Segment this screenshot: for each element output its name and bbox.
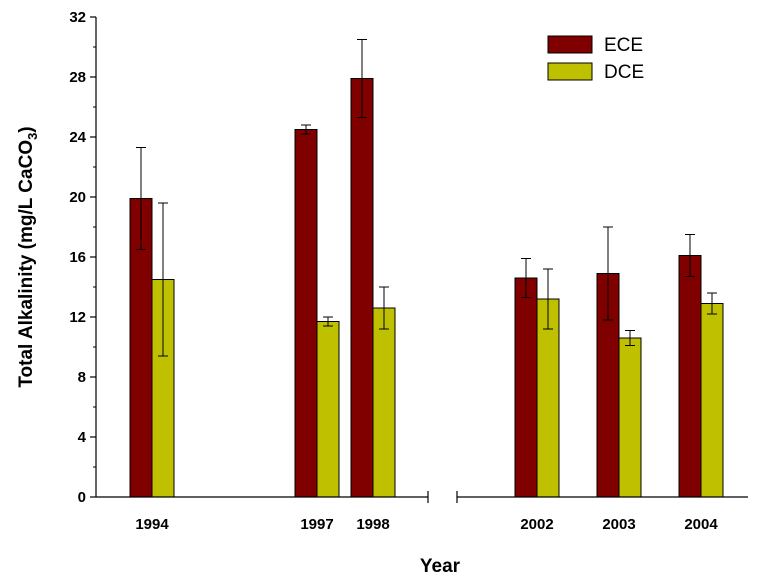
- y-tick-label-12: 12: [69, 309, 86, 326]
- error-bar-dce-1997: [323, 316, 333, 327]
- x-tick-label-2004: 2004: [684, 516, 718, 533]
- error-bar-dce-1998: [379, 286, 389, 330]
- error-bar-ece-2003: [603, 226, 613, 321]
- y-tick-label-16: 16: [69, 249, 86, 266]
- legend-swatch-dce: [547, 62, 593, 81]
- x-tick-label-2002: 2002: [520, 516, 553, 533]
- bar-ece-2004: [678, 255, 702, 498]
- bar-ece-1998: [350, 78, 374, 498]
- y-tick-label-24: 24: [69, 129, 86, 146]
- bar-ece-2002: [514, 277, 538, 498]
- error-bar-ece-2004: [685, 234, 695, 277]
- error-bar-dce-2002: [543, 268, 553, 330]
- x-axis-title: Year: [420, 556, 461, 577]
- bar-dce-2003: [618, 337, 642, 498]
- x-tick-label-2003: 2003: [602, 516, 635, 533]
- y-axis-title-subscript: 3: [25, 133, 40, 140]
- error-bar-dce-1994: [158, 202, 168, 357]
- error-bar-ece-1998: [357, 39, 367, 118]
- labels-layer: 0 4 8 12 16 20 24 28 32 1994 1997 1998 2002 2003 2004: [69, 9, 718, 533]
- bar-ece-1997: [294, 129, 318, 498]
- y-tick-label-0: 0: [78, 489, 86, 506]
- error-bar-ece-1997: [301, 124, 311, 135]
- y-tick-label-32: 32: [69, 9, 86, 26]
- error-bar-dce-2003: [625, 330, 635, 346]
- legend-label-dce: DCE: [604, 62, 644, 83]
- legend: ECE DCE: [547, 35, 644, 83]
- y-tick-label-4: 4: [78, 429, 87, 446]
- legend-swatch-ece: [547, 35, 593, 54]
- y-axis-title-close: ): [16, 126, 37, 132]
- bar-dce-2004: [700, 303, 724, 498]
- bar-dce-1997: [316, 321, 340, 498]
- bar-dce-1998: [372, 307, 396, 498]
- x-tick-label-1994: 1994: [135, 516, 169, 533]
- legend-label-ece: ECE: [604, 35, 643, 56]
- error-bar-ece-1994: [136, 147, 146, 250]
- y-axis-title-main: Total Alkalinity (mg/L CaCO: [16, 140, 37, 388]
- axes-layer: [90, 16, 748, 503]
- error-bar-dce-2004: [707, 292, 717, 315]
- x-tick-label-1997: 1997: [300, 516, 333, 533]
- y-tick-label-8: 8: [78, 369, 86, 386]
- y-tick-label-28: 28: [69, 69, 86, 86]
- y-tick-label-20: 20: [69, 189, 86, 206]
- error-bar-ece-2002: [521, 258, 531, 298]
- bars-layer: [129, 39, 724, 498]
- y-axis-title: Total Alkalinity (mg/L CaCO3): [16, 126, 40, 387]
- x-tick-label-1998: 1998: [356, 516, 389, 533]
